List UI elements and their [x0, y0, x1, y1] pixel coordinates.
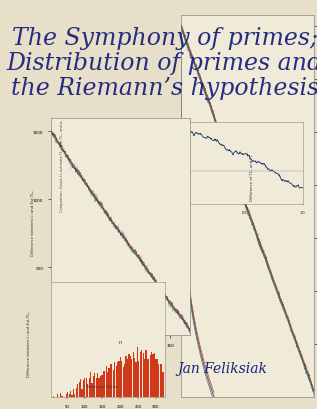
Bar: [151, 352, 152, 397]
Bar: [134, 358, 135, 397]
Bar: [147, 359, 148, 397]
Bar: [90, 373, 91, 397]
Bar: [77, 384, 78, 397]
Bar: [161, 364, 162, 397]
Bar: [61, 396, 63, 397]
Text: Difference between Li and Est.TLₙ: Difference between Li and Est.TLₙ: [27, 311, 30, 376]
Bar: [101, 375, 102, 397]
Bar: [150, 355, 151, 397]
Bar: [103, 371, 104, 397]
Bar: [84, 378, 86, 397]
Bar: [159, 364, 161, 397]
Bar: [126, 356, 127, 397]
Bar: [115, 366, 117, 397]
Bar: [110, 364, 111, 397]
Bar: [123, 367, 124, 397]
Bar: [118, 362, 120, 397]
Bar: [143, 353, 144, 397]
Bar: [67, 392, 68, 397]
Bar: [76, 388, 77, 397]
Bar: [87, 384, 88, 397]
Bar: [60, 393, 61, 397]
Bar: [83, 380, 84, 397]
Text: The Symphony of primes;: The Symphony of primes;: [12, 27, 317, 50]
Bar: [111, 364, 113, 397]
Bar: [113, 370, 114, 397]
Bar: [154, 353, 155, 397]
Bar: [99, 378, 100, 397]
Text: Distribution of primes and: Distribution of primes and: [7, 52, 317, 75]
Bar: [141, 351, 142, 397]
Bar: [71, 395, 73, 397]
Bar: [66, 394, 67, 397]
Bar: [80, 379, 81, 397]
Bar: [73, 389, 74, 397]
Text: Jan Feliksiak: Jan Feliksiak: [177, 361, 267, 375]
Bar: [158, 364, 159, 397]
Bar: [94, 373, 95, 397]
Bar: [114, 362, 115, 397]
Bar: [135, 362, 137, 397]
Bar: [133, 352, 134, 397]
Bar: [104, 371, 105, 397]
Bar: [130, 356, 131, 397]
Bar: [140, 352, 141, 397]
Bar: [81, 389, 83, 397]
Bar: [74, 394, 75, 397]
Bar: [96, 378, 97, 397]
Text: Difference of TLₙ and Pₙ: Difference of TLₙ and Pₙ: [250, 155, 254, 201]
Text: n: n: [119, 339, 122, 344]
Bar: [86, 378, 87, 397]
Bar: [108, 369, 110, 397]
Bar: [148, 359, 149, 397]
Bar: [152, 354, 154, 397]
Text: Fibonacci Value: Fibonacci Value: [86, 384, 117, 389]
Bar: [144, 360, 145, 397]
Bar: [120, 357, 121, 397]
Bar: [70, 391, 71, 397]
Bar: [88, 378, 90, 397]
Bar: [138, 361, 139, 397]
Bar: [107, 372, 108, 397]
Bar: [57, 394, 58, 397]
Bar: [79, 382, 80, 397]
Bar: [121, 361, 122, 397]
Bar: [100, 376, 101, 397]
Bar: [131, 359, 133, 397]
Bar: [124, 364, 125, 397]
Bar: [117, 362, 118, 397]
Bar: [91, 384, 93, 397]
Bar: [162, 372, 164, 397]
Bar: [97, 373, 98, 397]
Bar: [106, 366, 107, 397]
Bar: [128, 354, 130, 397]
Bar: [53, 396, 54, 397]
Text: Difference between Li and Est.TLₙ: Difference between Li and Est.TLₙ: [31, 190, 35, 256]
Bar: [137, 348, 138, 397]
Text: Comparison: Gauss Li, estimate TLₙ, fine TLₙ, and πₙ: Comparison: Gauss Li, estimate TLₙ, fine…: [60, 119, 64, 212]
Text: the Riemann’s hypothesis: the Riemann’s hypothesis: [11, 76, 317, 99]
Bar: [127, 359, 128, 397]
Bar: [157, 359, 158, 397]
Bar: [155, 359, 157, 397]
Bar: [68, 393, 70, 397]
Bar: [93, 376, 94, 397]
